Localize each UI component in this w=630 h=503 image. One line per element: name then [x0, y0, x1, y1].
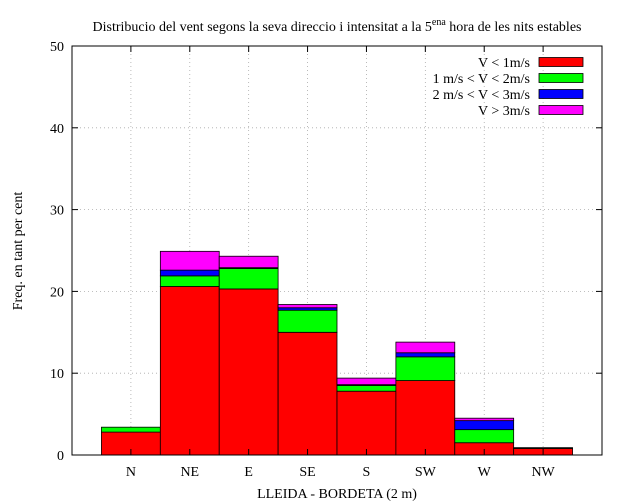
legend-swatch: [538, 89, 584, 99]
plot-frame: [71, 45, 603, 456]
legend-swatch: [538, 73, 584, 83]
bar-segment-se-3: [277, 304, 338, 309]
bar-segment-w-3: [454, 417, 515, 422]
bar-segment-n-1: [101, 426, 161, 433]
bar-segment-ne-1: [159, 275, 220, 287]
y-axis-label: Freq. en tant per cent: [11, 192, 26, 311]
bar-segment-e-0: [218, 288, 279, 456]
bar-segment-sw-2: [395, 352, 456, 358]
chart-title: Distribucio del vent segons la seva dire…: [93, 17, 582, 35]
x-tick-label: N: [126, 465, 136, 480]
bar-segment-se-0: [277, 331, 338, 456]
bar-segment-ne-3: [159, 250, 220, 271]
bar-segment-sw-0: [395, 380, 456, 456]
bar-segment-s-0: [336, 390, 397, 456]
x-axis-ticks: N NE E SE S SW W NW: [126, 46, 556, 480]
x-tick-label: NE: [180, 465, 199, 480]
bar-segment-se-1: [277, 309, 338, 333]
y-tick-label: 20: [50, 285, 64, 300]
bar-segment-ne-2: [159, 269, 220, 277]
y-tick-label: 30: [50, 204, 64, 219]
bars-group: [101, 250, 573, 456]
legend-label: 1 m/s < V < 2m/s: [433, 72, 530, 87]
bar-segment-ne-0: [159, 286, 220, 456]
bar-segment-e-1: [218, 268, 279, 290]
y-tick-label: 0: [57, 449, 64, 464]
x-tick-label: W: [478, 465, 492, 480]
y-tick-label: 50: [50, 40, 64, 55]
x-axis-label: LLEIDA - BORDETA (2 m): [257, 487, 417, 502]
x-tick-label: SE: [299, 465, 315, 480]
bar-segment-sw-3: [395, 341, 456, 354]
bar-segment-sw-1: [395, 356, 456, 381]
bar-segment-nw-1: [513, 447, 573, 449]
y-tick-label: 40: [50, 122, 64, 137]
x-tick-label: NW: [531, 465, 555, 480]
legend-label: V > 3m/s: [478, 104, 530, 119]
bar-segment-w-1: [454, 429, 515, 444]
bar-segment-e-3: [218, 255, 279, 269]
x-tick-label: E: [244, 465, 253, 480]
x-tick-label: SW: [415, 465, 437, 480]
bar-segment-s-3: [336, 377, 397, 386]
legend: V < 1m/s1 m/s < V < 2m/s2 m/s < V < 3m/s…: [433, 56, 584, 119]
legend-swatch: [538, 57, 584, 67]
legend-swatch: [538, 105, 584, 115]
legend-label: 2 m/s < V < 3m/s: [433, 88, 530, 103]
bar-segment-w-2: [454, 420, 515, 431]
y-axis-ticks: 0 10 20 30 40 50: [50, 40, 602, 464]
y-tick-label: 10: [50, 367, 64, 382]
legend-label: V < 1m/s: [478, 56, 530, 71]
x-tick-label: S: [363, 465, 371, 480]
bar-segment-s-1: [336, 385, 397, 392]
